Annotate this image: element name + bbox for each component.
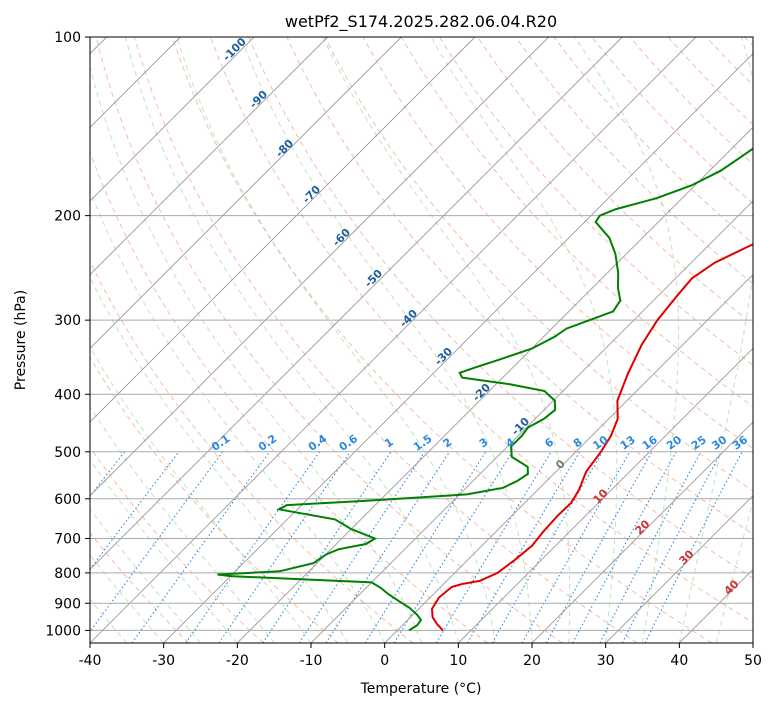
isotherm (90, 37, 402, 349)
dry-adiabat (515, 37, 753, 285)
dry-adiabat (90, 356, 339, 643)
y-tick-label: 200 (54, 209, 81, 225)
moist-adiabat (90, 508, 201, 643)
dry-adiabat (210, 37, 753, 624)
dry-adiabat (90, 150, 488, 643)
x-tick-label: 40 (670, 653, 688, 669)
x-tick-label: 0 (380, 653, 389, 669)
y-tick-label: 1000 (45, 623, 81, 639)
isotherm (90, 37, 623, 570)
mixing-ratio-line (364, 451, 487, 643)
mixing-ratio-line (599, 451, 702, 643)
isotherm (237, 126, 753, 643)
moist-adiabat (90, 276, 349, 643)
profiles (217, 147, 753, 632)
chart-title: wetPf2_S174.2025.282.06.04.R20 (285, 12, 557, 32)
moist-adiabat (176, 37, 496, 643)
moist-adiabat (90, 598, 128, 643)
mixing-ratio-line (218, 451, 351, 643)
mixing-ratio-line (435, 451, 552, 643)
y-axis-label: Pressure (hPa) (13, 290, 29, 390)
isotherm (90, 37, 255, 202)
y-tick-label: 300 (54, 313, 81, 329)
mixing-ratio-line (325, 451, 451, 643)
x-tick-label: 20 (523, 653, 541, 669)
x-tick-label: -40 (79, 653, 102, 669)
isotherm (531, 421, 753, 643)
dry-adiabat (248, 37, 753, 579)
dry-adiabat (172, 37, 712, 643)
mixing-ratio-line (262, 451, 392, 643)
x-axis-ticks: -40 -30 -20 -10 0 10 20 30 40 50 (79, 643, 762, 669)
isotherm (310, 200, 753, 643)
y-tick-label: 400 (54, 387, 81, 403)
moist-adiabat (125, 37, 459, 643)
moist-adiabat (90, 554, 165, 643)
moist-adiabat (90, 63, 422, 643)
moist-adiabat (90, 189, 386, 643)
isotherm (163, 53, 753, 643)
isotherm (90, 37, 328, 276)
mixing-ratio-line (90, 451, 224, 633)
dry-adiabat (95, 37, 563, 643)
isotherm (384, 274, 753, 643)
dewpoint-profile (217, 147, 753, 632)
x-tick-label: -20 (226, 653, 249, 669)
plot-frame (89, 36, 754, 644)
isotherm (90, 37, 697, 643)
isotherm (458, 347, 753, 643)
dry-adiabat (400, 37, 753, 408)
mixing-ratio-line (545, 451, 653, 643)
y-tick-label: 900 (54, 596, 81, 612)
y-axis-ticks: 100 200 300 400 500 600 700 800 900 1000 (45, 30, 90, 639)
isotherm (605, 495, 753, 643)
dry-adiabat (362, 37, 753, 450)
moist-adiabat (90, 345, 312, 643)
moist-adiabat (90, 458, 238, 643)
y-tick-label: 500 (54, 445, 81, 461)
mixing-ratio-line (572, 451, 677, 643)
mixing-ratio-line (185, 451, 321, 643)
moist-adiabat (240, 37, 533, 643)
x-tick-label: 50 (744, 653, 762, 669)
x-tick-label: 10 (449, 653, 467, 669)
x-axis-label: Temperature (°C) (360, 681, 482, 697)
moist-adiabat (322, 37, 571, 643)
x-tick-label: 30 (597, 653, 615, 669)
dry-adiabat (90, 532, 190, 643)
dry-adiabat (133, 37, 638, 643)
temperature-profile (430, 243, 753, 632)
mixing-ratio-line (90, 451, 180, 571)
x-tick-label: -10 (300, 653, 323, 669)
mixing-ratio-line (131, 451, 271, 643)
mixing-ratio-line (298, 451, 426, 643)
background-lines (90, 37, 753, 643)
isotherm (90, 37, 549, 497)
moist-adiabat (430, 37, 618, 643)
moist-adiabat (90, 405, 275, 643)
moist-adiabat (574, 37, 679, 643)
x-tick-label: -30 (152, 653, 175, 669)
mixing-ratio-line (644, 451, 743, 643)
y-tick-label: 700 (54, 532, 81, 548)
y-tick-label: 600 (54, 492, 81, 508)
y-tick-label: 800 (54, 566, 81, 582)
isotherm (90, 37, 476, 423)
mixing-ratio-line (521, 451, 631, 643)
y-tick-label: 100 (54, 30, 81, 46)
